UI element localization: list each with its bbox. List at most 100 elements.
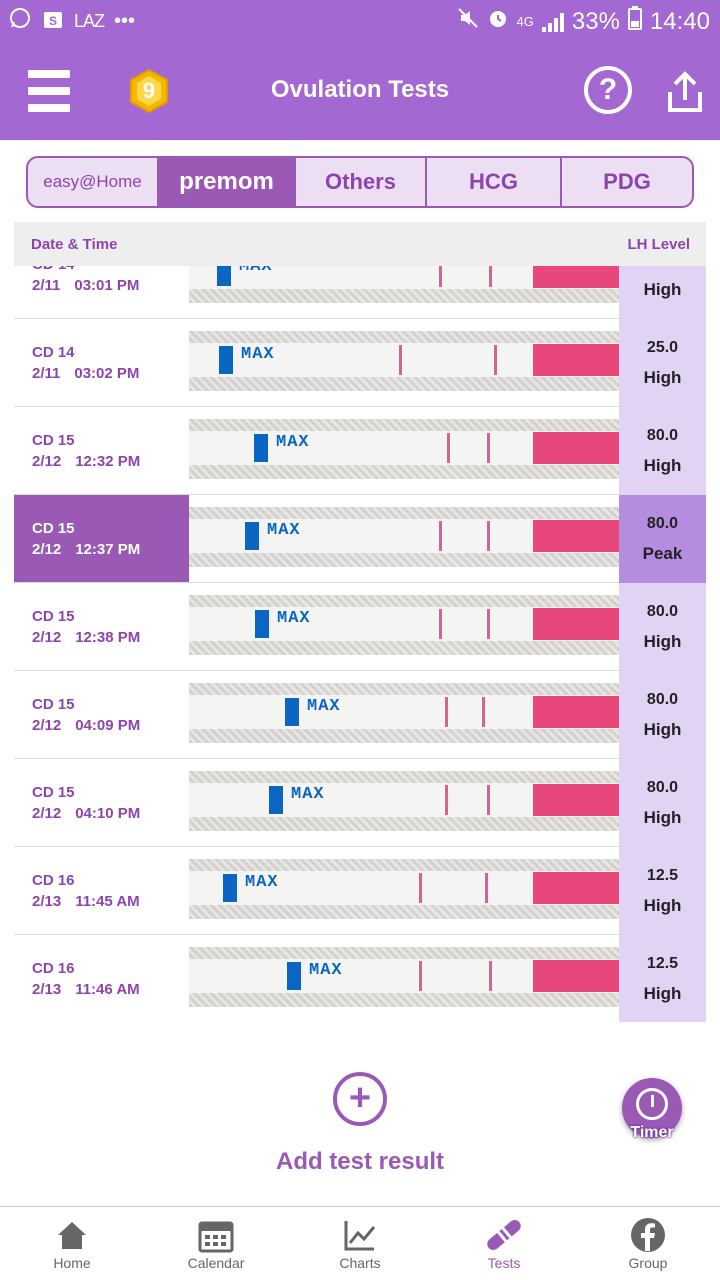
test-strip-photo[interactable]: MAX [189, 683, 619, 743]
add-icon[interactable]: + [333, 1072, 387, 1126]
lh-value: 25.0 [646, 339, 679, 356]
lh-value: 80.0 [646, 427, 679, 444]
column-lh-level: LH Level [627, 236, 690, 253]
lh-level-cell[interactable]: 80.0 High [619, 759, 706, 847]
nav-charts[interactable]: Charts [288, 1207, 432, 1280]
row-datetime[interactable]: CD 15 2/12 12:38 PM [14, 583, 189, 670]
row-datetime[interactable]: CD 16 2/13 11:46 AM [14, 935, 189, 1022]
whatsapp-icon [8, 6, 32, 36]
strip-tip [533, 696, 619, 728]
table-row[interactable]: CD 15 2/12 12:32 PM MAX 80.0 High [14, 407, 706, 495]
test-strip-photo[interactable]: MAX [189, 266, 619, 303]
test-strip-photo[interactable]: MAX [189, 507, 619, 567]
test-line [439, 266, 442, 287]
timer-button[interactable]: Timer [622, 1078, 682, 1141]
test-line [439, 521, 442, 551]
lh-level: High [643, 808, 682, 827]
menu-icon[interactable] [28, 70, 70, 112]
table-row[interactable]: CD 14 2/11 03:01 PM MAX High [14, 266, 706, 319]
row-date: 2/13 [32, 893, 62, 910]
row-time: 03:02 PM [74, 365, 140, 382]
test-strip-photo[interactable]: MAX [189, 595, 619, 655]
signal-icon [541, 12, 564, 32]
test-strip-photo[interactable]: MAX [189, 331, 619, 391]
share-icon[interactable] [664, 70, 706, 114]
row-datetime[interactable]: CD 15 2/12 04:09 PM [14, 671, 189, 758]
strip-body [189, 266, 619, 289]
control-line [494, 345, 497, 375]
lh-level: High [643, 984, 682, 1003]
brand-tab-premom[interactable]: premom [159, 158, 296, 206]
row-datetime[interactable]: CD 16 2/13 11:45 AM [14, 847, 189, 934]
brand-tab-pdg[interactable]: PDG [603, 169, 651, 194]
row-datetime[interactable]: CD 14 2/11 03:02 PM [14, 319, 189, 406]
table-row[interactable]: CD 15 2/12 12:37 PM MAX 80.0 Peak [14, 495, 706, 583]
help-icon[interactable]: ? [584, 66, 632, 114]
row-time: 12:32 PM [75, 453, 141, 470]
battery-icon [627, 6, 642, 37]
brand-tab-hcg[interactable]: HCG [427, 158, 562, 206]
row-datetime[interactable]: CD 15 2/12 04:10 PM [14, 759, 189, 846]
test-strip-photo[interactable]: MAX [189, 947, 619, 1007]
test-line [445, 785, 448, 815]
brand-tab-easyhome[interactable]: easy@Home [28, 158, 159, 206]
row-date: 2/12 [32, 541, 62, 558]
row-datetime[interactable]: CD 15 2/12 12:37 PM [14, 495, 189, 582]
table-row[interactable]: CD 14 2/11 03:02 PM MAX 25.0 High [14, 319, 706, 407]
strip-tip [533, 432, 619, 464]
lh-level-cell[interactable]: High [619, 266, 706, 319]
lh-level-cell[interactable]: 80.0 High [619, 671, 706, 759]
strip-handle [217, 266, 231, 286]
cycle-day: CD 15 [32, 696, 75, 713]
nav-group[interactable]: Group [576, 1207, 720, 1280]
level-badge[interactable]: 9 [128, 68, 170, 114]
control-line [487, 609, 490, 639]
test-results-list[interactable]: CD 14 2/11 03:01 PM MAX High CD 14 2/11 03:02 P… [14, 266, 706, 1022]
nav-calendar[interactable]: Calendar [144, 1207, 288, 1280]
lh-level: High [643, 896, 682, 915]
brand-tab-others[interactable]: Others [296, 158, 427, 206]
nav-tests[interactable]: Tests [432, 1207, 576, 1280]
add-test-button[interactable]: Add test result [275, 1148, 445, 1175]
row-datetime[interactable]: CD 15 2/12 12:32 PM [14, 407, 189, 494]
strip-tip [533, 266, 619, 288]
row-date: 2/11 [32, 365, 61, 382]
clock: 14:40 [649, 7, 710, 35]
strip-handle [223, 874, 237, 902]
strip-max-label: MAX [239, 266, 273, 276]
strip-max-label: MAX [277, 609, 311, 628]
stopwatch-icon [636, 1088, 668, 1120]
lh-level-cell[interactable]: 80.0 High [619, 407, 706, 495]
table-row[interactable]: CD 15 2/12 12:38 PM MAX 80.0 High [14, 583, 706, 671]
control-line [485, 873, 488, 903]
nav-home[interactable]: Home [0, 1207, 144, 1280]
lh-level-cell[interactable]: 80.0 Peak [619, 495, 706, 583]
test-strip-photo[interactable]: MAX [189, 771, 619, 831]
test-strip-photo[interactable]: MAX [189, 419, 619, 479]
table-header: Date & Time LH Level [14, 222, 706, 266]
row-datetime[interactable]: CD 14 2/11 03:01 PM [14, 266, 189, 318]
table-row[interactable]: CD 15 2/12 04:09 PM MAX 80.0 High [14, 671, 706, 759]
lh-level-cell[interactable]: 12.5 High [619, 935, 706, 1022]
lh-level-cell[interactable]: 80.0 High [619, 583, 706, 671]
strip-handle [254, 434, 268, 462]
lh-level-cell[interactable]: 12.5 High [619, 847, 706, 935]
row-date-time: 2/12 12:32 PM [32, 453, 140, 470]
row-date: 2/12 [32, 717, 62, 734]
row-date: 2/12 [32, 805, 62, 822]
bottom-nav: Home Calendar Charts Tests Group [0, 1206, 720, 1280]
page-title: Ovulation Tests [270, 76, 450, 103]
strip-max-label: MAX [267, 521, 301, 540]
nav-label: Home [53, 1255, 91, 1271]
strip-tip [533, 960, 619, 992]
lh-value: 80.0 [646, 603, 679, 620]
strip-handle [287, 962, 301, 990]
test-strip-photo[interactable]: MAX [189, 859, 619, 919]
home-icon [54, 1217, 90, 1253]
cycle-day: CD 14 [32, 266, 75, 273]
table-row[interactable]: CD 15 2/12 04:10 PM MAX 80.0 High [14, 759, 706, 847]
table-row[interactable]: CD 16 2/13 11:46 AM MAX 12.5 High [14, 935, 706, 1022]
table-row[interactable]: CD 16 2/13 11:45 AM MAX 12.5 High [14, 847, 706, 935]
lh-level-cell[interactable]: 25.0 High [619, 319, 706, 407]
strip-max-label: MAX [276, 433, 310, 452]
